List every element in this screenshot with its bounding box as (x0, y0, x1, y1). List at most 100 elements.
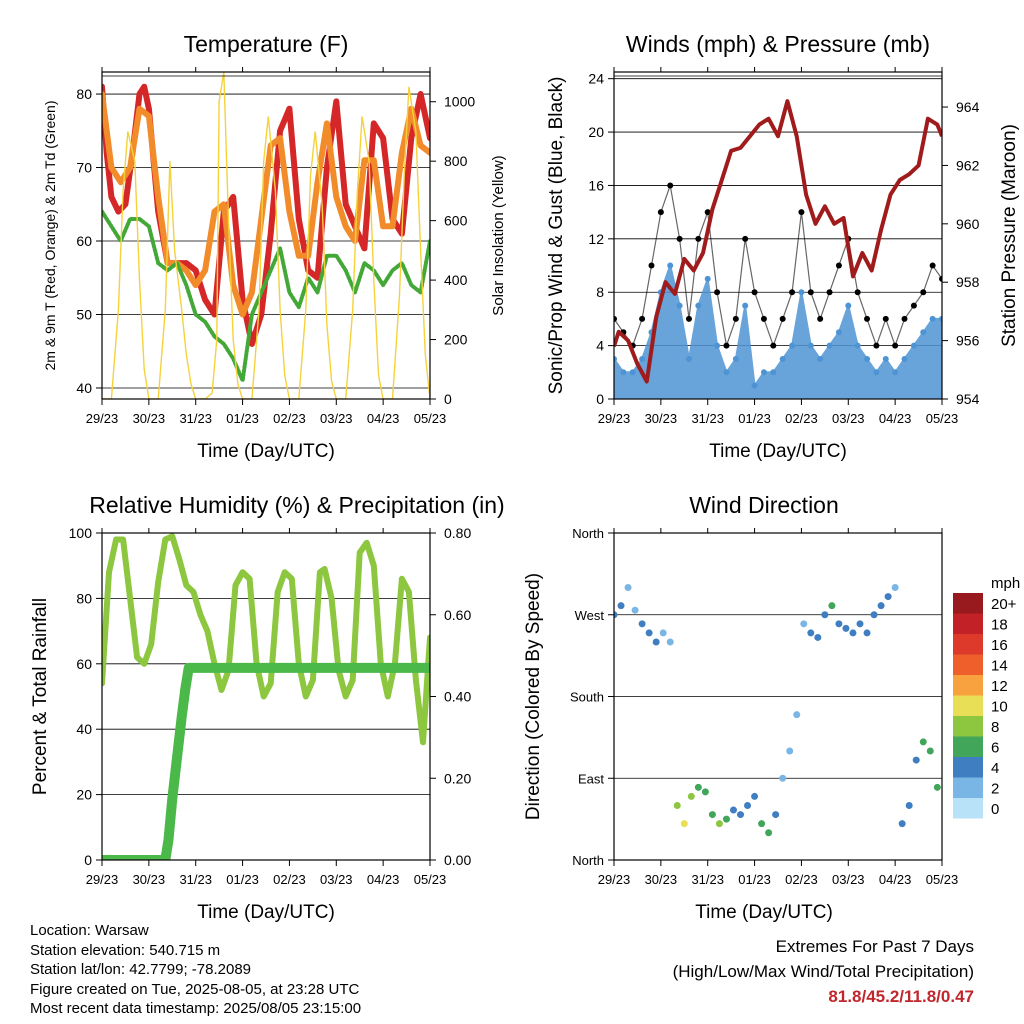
y-tick-label: 40 (76, 721, 92, 737)
y-tick-label: South (570, 690, 604, 705)
wind-point (835, 329, 842, 336)
direction-point (814, 633, 822, 641)
x-tick-label: 05/23 (414, 411, 447, 426)
y-axis-label: Sonic/Prop Wind & Gust (Blue, Black) (546, 77, 567, 395)
info-latest: Most recent data timestamp: 2025/08/05 2… (30, 1000, 362, 1017)
legend-swatch (953, 613, 983, 634)
direction-point (744, 802, 752, 809)
y-tick-label: North (572, 526, 604, 541)
wind-point (789, 342, 796, 349)
direction-point (793, 711, 801, 719)
direction-point (694, 783, 702, 791)
y2-tick-label: 0.40 (444, 689, 471, 705)
x-tick-label: 04/23 (879, 411, 912, 426)
y-tick-label: 70 (76, 160, 92, 176)
direction-point (933, 783, 941, 791)
legend-title: mph (991, 575, 1020, 592)
legend-swatch (953, 634, 983, 655)
y2-tick-label: 0.80 (444, 525, 471, 541)
y2-axis-label: Solar Insolation (Yellow) (490, 155, 507, 315)
direction-point (722, 815, 730, 823)
x-tick-label: 03/23 (320, 872, 353, 887)
legend-label: 8 (991, 719, 999, 736)
series-pressure-line (614, 99, 942, 384)
x-tick-label: 02/23 (273, 872, 306, 887)
direction-point (680, 820, 688, 828)
x-tick-label: 30/23 (133, 411, 166, 426)
legend-swatch (953, 593, 983, 614)
direction-point (863, 629, 871, 637)
extremes-subtitle: (High/Low/Max Wind/Total Precipitation) (672, 962, 974, 981)
direction-point (800, 620, 808, 628)
series-solar-line (102, 72, 430, 399)
x-tick-label: 31/23 (179, 872, 212, 887)
wind-point (817, 355, 824, 362)
legend-label: 2 (991, 781, 999, 798)
x-tick-label: 31/23 (179, 411, 212, 426)
direction-point (779, 774, 787, 782)
x-axis-label: Time (Day/UTC) (709, 441, 847, 462)
direction-point (645, 629, 653, 637)
y-tick-label: 16 (588, 177, 604, 193)
chart-title: Relative Humidity (%) & Precipitation (i… (89, 492, 504, 518)
wind-point (614, 355, 617, 362)
y-tick-label: 60 (76, 656, 92, 672)
legend-label: 6 (991, 740, 999, 757)
legend-label: 0 (991, 801, 999, 818)
wind-point (779, 355, 786, 362)
wind-point (723, 369, 730, 376)
x-tick-label: 04/23 (367, 411, 400, 426)
x-tick-label: 02/23 (273, 411, 306, 426)
y2-tick-label: 0 (444, 391, 452, 407)
legend-label: 18 (991, 617, 1008, 634)
y-tick-label: 50 (76, 306, 92, 322)
x-tick-label: 05/23 (926, 872, 959, 887)
direction-point (828, 602, 836, 610)
legend-label: 12 (991, 678, 1008, 695)
y2-tick-label: 0.20 (444, 770, 471, 786)
x-tick-label: 03/23 (832, 411, 865, 426)
series-line (102, 83, 430, 347)
x-tick-label: 29/23 (598, 411, 631, 426)
direction-point (617, 602, 625, 610)
legend-label: 10 (991, 699, 1008, 716)
direction-point (884, 593, 892, 601)
wind-point (873, 369, 880, 376)
wind-point (695, 302, 702, 309)
y-axis-label: Percent & Total Rainfall (30, 598, 51, 795)
wind-point (714, 342, 721, 349)
x-tick-label: 05/23 (926, 411, 959, 426)
direction-point (842, 624, 850, 632)
wind-point (685, 355, 692, 362)
direction-point (729, 806, 737, 814)
series-line (102, 209, 430, 383)
extremes-box: Extremes For Past 7 Days (High/Low/Max W… (673, 934, 974, 1009)
legend-label: 14 (991, 658, 1008, 675)
info-elevation: Station elevation: 540.715 m (30, 941, 221, 959)
chart-title: Winds (mph) & Pressure (mb) (626, 31, 930, 57)
wind-point (939, 315, 942, 322)
direction-point (877, 602, 885, 610)
x-tick-label: 30/23 (645, 872, 678, 887)
direction-point (835, 620, 843, 628)
x-tick-label: 01/23 (738, 872, 771, 887)
y2-tick-label: 962 (956, 157, 980, 173)
wind-point (929, 315, 936, 322)
y2-tick-label: 956 (956, 333, 980, 349)
legend-swatch (953, 777, 983, 798)
direction-point (898, 820, 906, 828)
direction-point (652, 638, 660, 646)
wind-point (667, 262, 674, 269)
x-tick-label: 30/23 (645, 411, 678, 426)
series-group (102, 72, 430, 399)
y2-tick-label: 964 (956, 99, 980, 115)
x-tick-label: 04/23 (367, 872, 400, 887)
direction-point (765, 829, 773, 837)
plot-frame (101, 532, 431, 861)
wind-point (798, 289, 805, 296)
y-tick-label: 20 (588, 124, 604, 140)
wind-point (676, 302, 683, 309)
direction-point (856, 620, 864, 628)
wind-point (807, 342, 814, 349)
direction-point (737, 811, 745, 819)
